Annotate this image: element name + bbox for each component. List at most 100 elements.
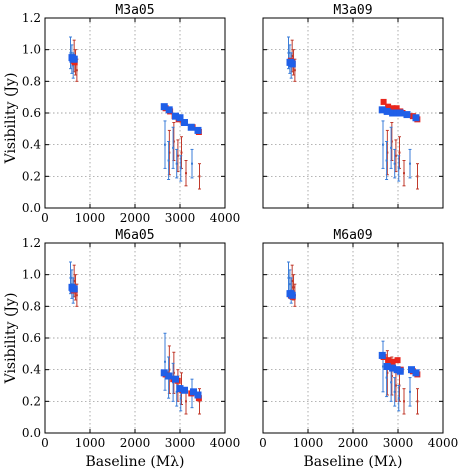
error-point <box>75 69 78 72</box>
error-point <box>291 280 294 282</box>
error-point <box>287 51 290 54</box>
data-point <box>412 114 420 122</box>
error-point <box>409 162 411 165</box>
error-point <box>386 371 389 374</box>
data-point <box>288 291 296 299</box>
y-tick-label: 0.4 <box>22 138 41 152</box>
error-point <box>164 360 166 363</box>
error-point <box>172 146 175 149</box>
error-point <box>73 280 76 282</box>
data-point <box>70 55 78 63</box>
error-point <box>198 400 201 403</box>
x-tick-label: 0 <box>41 211 49 225</box>
x-tick-label: 3000 <box>165 211 196 225</box>
error-point <box>385 376 388 379</box>
data-point <box>172 375 179 383</box>
error-point <box>287 276 290 279</box>
error-point <box>382 365 384 368</box>
error-point <box>292 286 295 289</box>
y-tick-label: 1.2 <box>22 236 41 250</box>
data-point <box>288 60 296 68</box>
error-point <box>385 159 388 162</box>
data-point <box>187 123 195 131</box>
error-point <box>180 151 183 154</box>
x-tick-label: 1000 <box>293 436 324 450</box>
error-point <box>179 397 182 400</box>
data-point <box>165 372 173 380</box>
x-tick-label: 2000 <box>120 436 151 450</box>
error-point <box>398 151 401 154</box>
data-point <box>190 388 197 396</box>
error-point <box>416 400 419 403</box>
x-tick-label: 4000 <box>210 436 241 450</box>
data-point <box>403 111 411 119</box>
error-point <box>291 55 294 57</box>
x-tick-label: 2000 <box>120 211 151 225</box>
y-tick-label: 0.8 <box>22 74 41 88</box>
data-point <box>389 358 396 365</box>
x-tick-label: 0 <box>41 436 49 450</box>
data-point <box>378 351 386 359</box>
data-point <box>165 106 173 114</box>
panel-title: M3a05 <box>115 3 154 18</box>
error-point <box>69 276 72 279</box>
error-point <box>409 390 411 393</box>
error-point <box>288 283 291 286</box>
error-point <box>191 162 193 165</box>
x-tick-label: 4000 <box>210 211 241 225</box>
error-point <box>167 159 170 162</box>
error-point <box>416 175 419 178</box>
x-tick-label: 3000 <box>165 436 196 450</box>
data-point <box>160 103 168 111</box>
error-point <box>172 371 175 374</box>
data-point <box>181 386 188 394</box>
error-point <box>403 400 405 403</box>
y-tick-label: 1.0 <box>22 43 41 57</box>
x-tick-label: 3000 <box>383 436 414 450</box>
x-tick-label: 1000 <box>75 211 106 225</box>
data-point <box>385 357 392 364</box>
error-point <box>382 143 384 146</box>
error-point <box>75 294 78 297</box>
error-point <box>397 397 400 400</box>
data-point <box>412 369 420 377</box>
y-axis-label-top: Visibility (Jy) <box>3 73 19 165</box>
data-point <box>389 105 396 112</box>
error-point <box>164 143 166 146</box>
x-tick-label: 2000 <box>338 436 369 450</box>
data-point <box>389 109 397 117</box>
data-point <box>378 106 386 114</box>
panel-m6a05: 0 1000 2000 3000 4000 0.0 0.2 0.4 0.6 0.8 1.0 1.2 M6… <box>22 228 240 450</box>
data-point <box>383 107 391 115</box>
y-tick-label: 0.2 <box>22 169 41 183</box>
x-tick-label: 1000 <box>75 436 106 450</box>
x-axis-label-right: Baseline (Mλ) <box>304 454 403 470</box>
error-point <box>394 154 397 157</box>
y-tick-label: 0.2 <box>22 394 41 408</box>
data-point <box>181 119 188 126</box>
error-point <box>393 390 396 393</box>
data-point <box>172 112 179 120</box>
data-point <box>176 114 184 122</box>
error-point <box>390 381 393 384</box>
error-point <box>172 140 175 143</box>
data-point <box>176 385 184 393</box>
panel-m3a09: M3a09 <box>262 3 444 209</box>
error-point <box>185 400 187 403</box>
x-axis-label-left: Baseline (Mλ) <box>86 454 185 470</box>
data-point <box>380 98 387 105</box>
data-point <box>408 366 415 374</box>
panel-title: M3a09 <box>333 3 372 18</box>
error-point <box>293 69 296 72</box>
error-point <box>168 368 171 371</box>
y-axis-label-bottom: Visibility (Jy) <box>3 293 19 385</box>
y-tick-label: 0.6 <box>22 331 41 345</box>
data-point <box>194 391 202 399</box>
y-tick-label: 0.4 <box>22 363 41 377</box>
y-tick-label: 0.0 <box>22 201 41 215</box>
x-tick-label: 4000 <box>428 436 459 450</box>
error-point <box>69 51 72 54</box>
data-point <box>194 126 202 134</box>
error-point <box>397 167 400 170</box>
